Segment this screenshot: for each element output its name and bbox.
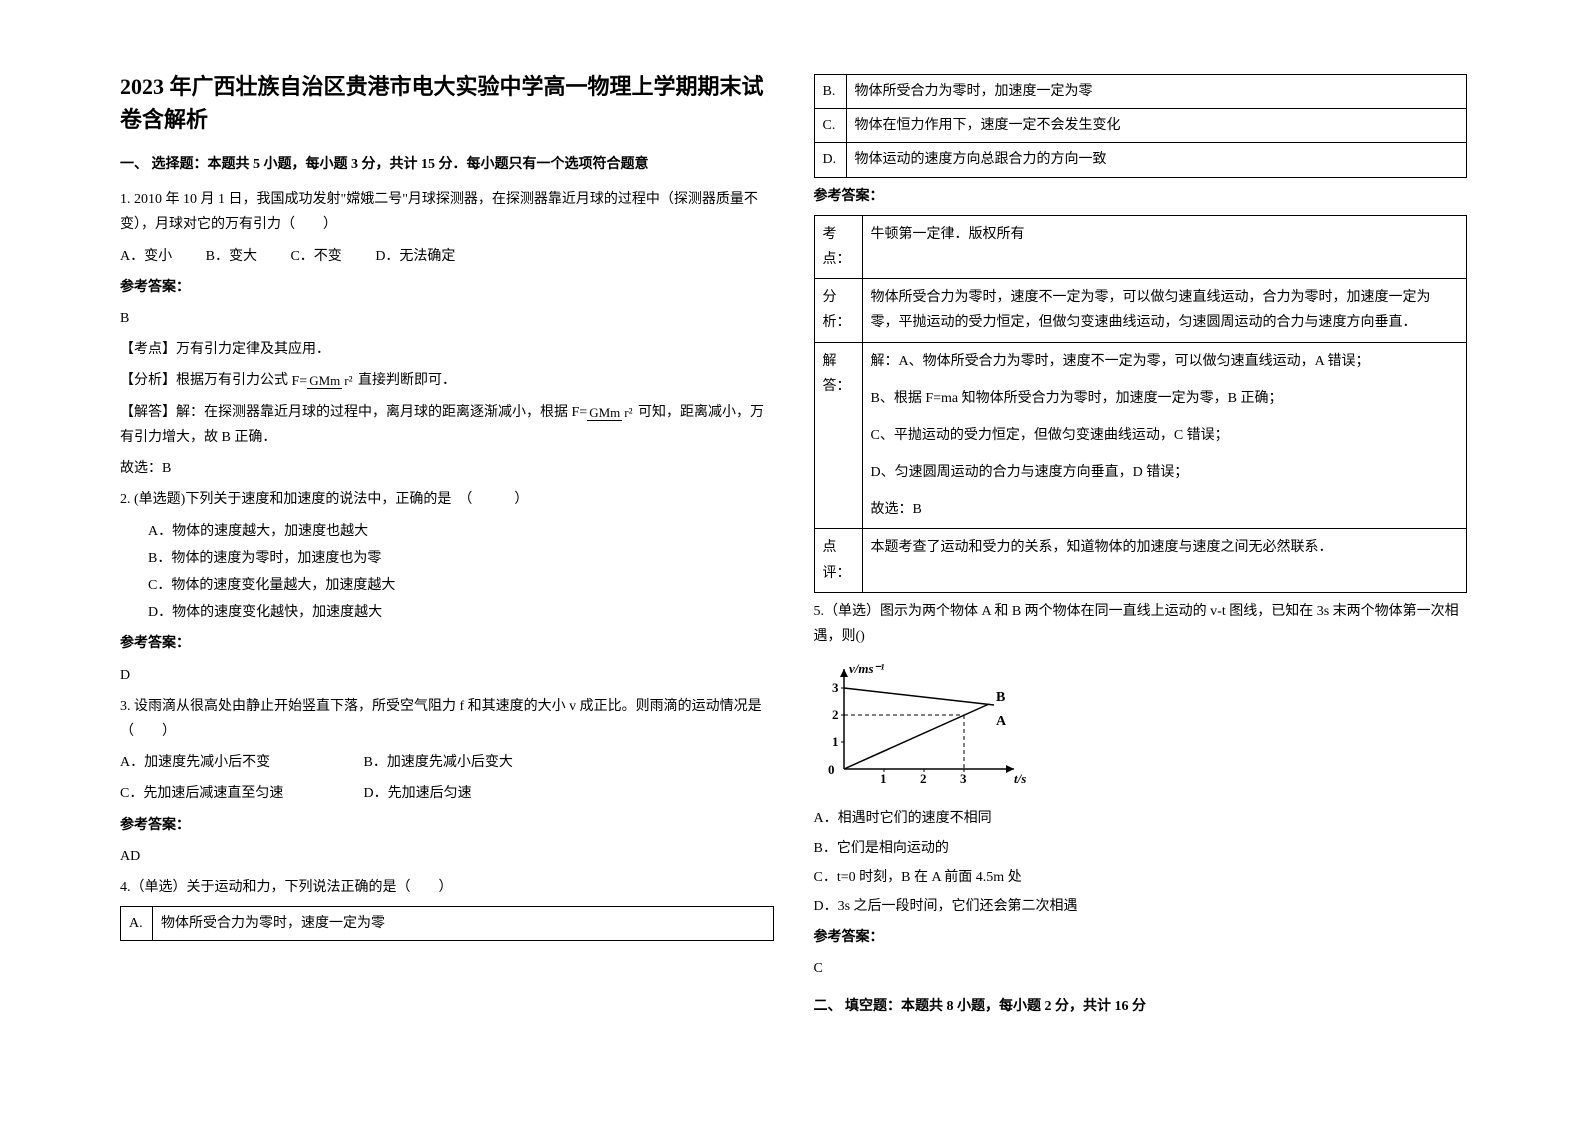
q2-ans-label: 参考答案：	[120, 631, 774, 656]
q4-jd-b: B、根据 F=ma 知物体所受合力为零时，加速度一定为零，B 正确；	[871, 386, 1459, 411]
q5-opt-c: C．t=0 时刻，B 在 A 前面 4.5m 处	[814, 865, 1468, 890]
q1-opt-a: A．变小	[120, 249, 172, 264]
q4-c-text: 物体在恒力作用下，速度一定不会发生变化	[846, 109, 1467, 143]
graph-xlabel: t/s	[1014, 771, 1026, 786]
q1-ans: B	[120, 306, 774, 331]
q4-jd-a: 解：A、物体所受合力为零时，速度不一定为零，可以做匀速直线运动，A 错误；	[871, 349, 1459, 374]
q2-opt-c: C．物体的速度变化量越大，加速度越大	[148, 573, 774, 598]
q4-fx-lbl: 分析：	[814, 279, 862, 342]
q1-fenxi: 【分析】根据万有引力公式 F=GMmr² 直接判断即可．	[120, 368, 774, 393]
q1-ans-label: 参考答案：	[120, 275, 774, 300]
q4-ans-label: 参考答案：	[814, 184, 1468, 209]
q3-opt-d: D．先加速后匀速	[364, 786, 472, 801]
q4-kd-txt: 牛顿第一定律．版权所有	[862, 215, 1467, 278]
q4-d-text: 物体运动的速度方向总跟合力的方向一致	[846, 143, 1467, 177]
q1-formula-2: F=GMmr²	[572, 400, 635, 425]
q4-jd-d: D、匀速圆周运动的合力与速度方向垂直，D 错误；	[871, 460, 1459, 485]
svg-text:0: 0	[828, 762, 835, 777]
q1-opt-c: C．不变	[290, 249, 341, 264]
q4-opt-a-table: A. 物体所受合力为零时，速度一定为零	[120, 906, 774, 941]
q5-ans: C	[814, 956, 1468, 981]
q3-opt-b: B．加速度先减小后变大	[364, 755, 513, 770]
q1-kaodian: 【考点】万有引力定律及其应用．	[120, 337, 774, 362]
section-2-header: 二、 填空题：本题共 8 小题，每小题 2 分，共计 16 分	[814, 994, 1468, 1019]
q4-dp-lbl: 点评：	[814, 529, 862, 592]
svg-text:2: 2	[920, 771, 927, 786]
q4-kd-lbl: 考点：	[814, 215, 862, 278]
svg-text:1: 1	[832, 734, 839, 749]
q4-a-text: 物体所受合力为零时，速度一定为零	[153, 907, 774, 941]
q2-stem: 2. (单选题)下列关于速度和加速度的说法中，正确的是 （ ）	[120, 487, 774, 512]
q2-opt-a: A．物体的速度越大，加速度也越大	[148, 519, 774, 544]
q3-row1: A．加速度先减小后不变 B．加速度先减小后变大	[120, 750, 774, 775]
q5-opt-d: D．3s 之后一段时间，它们还会第二次相遇	[814, 894, 1468, 919]
q1-opt-b: B．变大	[206, 249, 257, 264]
vt-graph-svg: v/ms⁻¹ t/s 0 1 2 3 1 2 3 B A	[814, 659, 1034, 789]
doc-title: 2023 年广西壮族自治区贵港市电大实验中学高一物理上学期期末试卷含解析	[120, 70, 774, 136]
q2-opt-b: B．物体的速度为零时，加速度也为零	[148, 546, 774, 571]
q4-d-letter: D.	[814, 143, 846, 177]
q4-jd-lbl: 解答：	[814, 342, 862, 529]
graph-label-b: B	[996, 690, 1005, 705]
q1-opt-d: D．无法确定	[375, 249, 455, 264]
q4-dp-txt: 本题考查了运动和受力的关系，知道物体的加速度与速度之间无必然联系．	[862, 529, 1467, 592]
q1-stem: 1. 2010 年 10 月 1 日，我国成功发射"嫦娥二号"月球探测器，在探测…	[120, 187, 774, 237]
section-1-header: 一、 选择题：本题共 5 小题，每小题 3 分，共计 15 分．每小题只有一个选…	[120, 152, 774, 177]
graph-label-a: A	[996, 714, 1007, 729]
q3-opt-a: A．加速度先减小后不变	[120, 750, 360, 775]
graph-ylabel: v/ms⁻¹	[849, 661, 884, 676]
q1-fenxi-pre: 【分析】根据万有引力公式	[120, 373, 288, 388]
q4-opt-bcd-table: B. 物体所受合力为零时，加速度一定为零 C. 物体在恒力作用下，速度一定不会发…	[814, 74, 1468, 178]
q4-a-letter: A.	[121, 907, 153, 941]
q4-jd-c: C、平抛运动的受力恒定，但做匀变速曲线运动，C 错误；	[871, 423, 1459, 448]
q4-fx-txt: 物体所受合力为零时，速度不一定为零，可以做匀速直线运动，合力为零时，加速度一定为…	[862, 279, 1467, 342]
q5-opt-a: A．相遇时它们的速度不相同	[814, 806, 1468, 831]
svg-text:3: 3	[960, 771, 967, 786]
f-den2: r²	[622, 405, 634, 420]
q4-b-text: 物体所受合力为零时，加速度一定为零	[846, 75, 1467, 109]
svg-text:3: 3	[832, 680, 839, 695]
q3-opt-c: C．先加速后减速直至匀速	[120, 781, 360, 806]
f-num: GMm	[307, 373, 342, 389]
f-num2: GMm	[587, 405, 622, 421]
q1-options: A．变小 B．变大 C．不变 D．无法确定	[120, 244, 774, 269]
q5-graph: v/ms⁻¹ t/s 0 1 2 3 1 2 3 B A	[814, 659, 1468, 798]
q1-formula-1: F=GMmr²	[292, 369, 355, 394]
q3-ans: AD	[120, 844, 774, 869]
q2-options: A．物体的速度越大，加速度也越大 B．物体的速度为零时，加速度也为零 C．物体的…	[148, 519, 774, 626]
q1-guxuan: 故选：B	[120, 456, 774, 481]
q1-jieda: 【解答】解：在探测器靠近月球的过程中，离月球的距离逐渐减小，根据 F=GMmr²…	[120, 400, 774, 451]
q4-analysis-table: 考点： 牛顿第一定律．版权所有 分析： 物体所受合力为零时，速度不一定为零，可以…	[814, 215, 1468, 593]
q1-jieda-pre: 【解答】解：在探测器靠近月球的过程中，离月球的距离逐渐减小，根据	[120, 405, 568, 420]
q1-fenxi-post: 直接判断即可．	[358, 373, 456, 388]
q5-stem: 5.（单选）图示为两个物体 A 和 B 两个物体在同一直线上运动的 v-t 图线…	[814, 599, 1468, 649]
f-den: r²	[342, 373, 354, 388]
q4-jd-cell: 解：A、物体所受合力为零时，速度不一定为零，可以做匀速直线运动，A 错误； B、…	[862, 342, 1467, 529]
q3-stem: 3. 设雨滴从很高处由静止开始竖直下落，所受空气阻力 f 和其速度的大小 v 成…	[120, 694, 774, 744]
q2-ans: D	[120, 663, 774, 688]
svg-text:1: 1	[880, 771, 887, 786]
q5-ans-label: 参考答案：	[814, 925, 1468, 950]
f-eq2: F=	[572, 405, 588, 420]
q2-opt-d: D．物体的速度变化越快，加速度越大	[148, 600, 774, 625]
q3-row2: C．先加速后减速直至匀速 D．先加速后匀速	[120, 781, 774, 806]
q5-opt-b: B．它们是相向运动的	[814, 836, 1468, 861]
f-eq: F=	[292, 374, 308, 389]
q3-ans-label: 参考答案：	[120, 813, 774, 838]
q4-b-letter: B.	[814, 75, 846, 109]
q4-stem: 4.（单选）关于运动和力，下列说法正确的是（ ）	[120, 875, 774, 900]
left-column: 2023 年广西壮族自治区贵港市电大实验中学高一物理上学期期末试卷含解析 一、 …	[100, 70, 794, 1092]
right-column: B. 物体所受合力为零时，加速度一定为零 C. 物体在恒力作用下，速度一定不会发…	[794, 70, 1488, 1092]
q4-c-letter: C.	[814, 109, 846, 143]
q5-options: A．相遇时它们的速度不相同 B．它们是相向运动的 C．t=0 时刻，B 在 A …	[814, 806, 1468, 919]
q4-jd-gx: 故选：B	[871, 497, 1459, 522]
svg-text:2: 2	[832, 707, 839, 722]
